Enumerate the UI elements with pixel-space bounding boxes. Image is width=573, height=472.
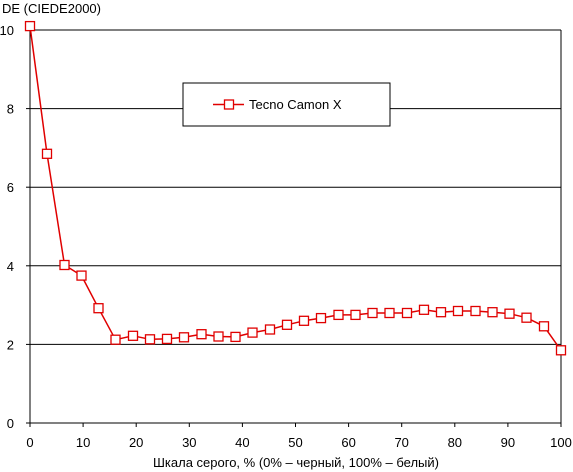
data-point-0-25	[452, 305, 464, 317]
data-point-0-31	[555, 345, 567, 356]
y-ticks: 0 2 4 6 8 10	[0, 23, 30, 431]
series-group	[24, 20, 567, 356]
data-point-0-15	[281, 319, 293, 330]
x-tick-label-2: 20	[129, 435, 143, 450]
x-axis-title: Шкала серого, % (0% – черный, 100% – бел…	[153, 455, 439, 470]
data-point-0-17	[315, 312, 327, 324]
data-point-0-0	[24, 20, 36, 32]
data-point-0-16	[298, 315, 310, 326]
x-tick-label-6: 60	[341, 435, 355, 450]
data-point-0-19	[350, 309, 361, 321]
data-point-0-21	[384, 307, 395, 319]
data-point-0-18	[333, 309, 344, 321]
data-point-0-13	[247, 327, 258, 338]
data-point-0-24	[435, 307, 447, 318]
x-tick-label-4: 40	[235, 435, 249, 450]
data-point-0-5	[110, 334, 121, 345]
data-point-0-12	[230, 331, 241, 343]
data-point-0-30	[538, 321, 550, 332]
legend: Tecno Camon X	[182, 82, 391, 127]
data-point-0-28	[504, 308, 515, 319]
x-tick-label-8: 80	[448, 435, 462, 450]
data-point-0-23	[418, 304, 430, 315]
y-tick-label-0: 0	[7, 416, 14, 431]
y-tick-label-3: 6	[7, 180, 14, 195]
data-point-0-4	[93, 303, 104, 314]
y-tick-label-4: 8	[7, 102, 14, 117]
data-point-0-6	[127, 330, 139, 341]
data-point-0-27	[487, 307, 498, 318]
data-point-0-20	[367, 307, 378, 319]
data-point-0-7	[144, 334, 156, 345]
data-point-0-9	[178, 332, 190, 343]
x-tick-label-1: 10	[76, 435, 90, 450]
y-tick-label-2: 4	[7, 259, 14, 274]
data-point-0-29	[521, 312, 532, 323]
x-ticks: 0 10 20 30 40 50 60 70 80 90 100	[26, 423, 572, 450]
data-point-0-3	[76, 270, 87, 281]
y-tick-label-5: 10	[0, 23, 14, 38]
x-tick-label-10: 100	[550, 435, 572, 450]
data-point-0-8	[161, 333, 173, 345]
x-tick-label-0: 0	[26, 435, 33, 450]
legend-label: Tecno Camon X	[249, 97, 342, 112]
legend-marker	[223, 99, 235, 110]
data-point-0-11	[213, 331, 224, 342]
x-tick-label-7: 70	[394, 435, 408, 450]
x-tick-label-9: 90	[501, 435, 515, 450]
data-point-0-22	[401, 307, 413, 319]
x-tick-label-3: 30	[182, 435, 196, 450]
data-point-0-14	[264, 324, 276, 335]
x-tick-label-5: 50	[288, 435, 302, 450]
data-point-0-2	[59, 259, 70, 271]
y-axis-title: DE (CIEDE2000)	[2, 1, 101, 16]
data-point-0-1	[41, 148, 53, 159]
data-point-0-10	[196, 329, 207, 340]
y-tick-label-1: 2	[7, 337, 14, 352]
data-point-0-26	[470, 305, 481, 317]
